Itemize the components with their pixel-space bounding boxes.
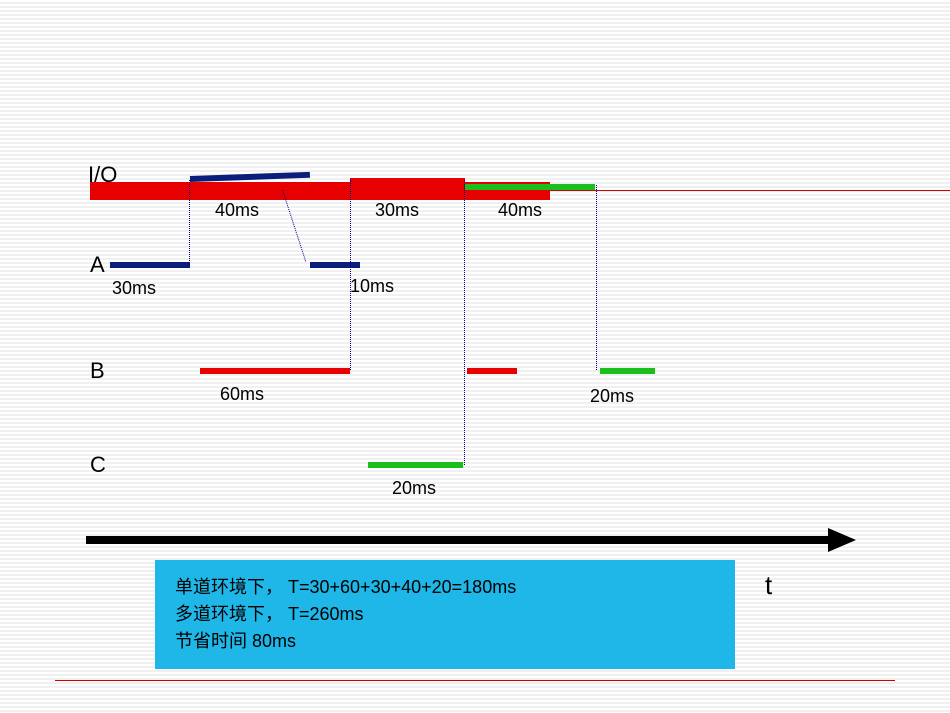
A-30ms-label: 30ms [112, 278, 156, 299]
io-blue-40ms-label: 40ms [215, 200, 259, 221]
A-10ms [310, 262, 360, 268]
A-30ms [110, 262, 190, 268]
summary-box: 单道环境下， T=30+60+30+40+20=180ms 多道环境下， T=2… [155, 560, 735, 669]
A-10ms-label: 10ms [350, 276, 394, 297]
io-green-40ms [465, 184, 595, 190]
diagram-stage: I/O A B C t 40ms 30ms 40ms 30ms 10ms 60m… [0, 0, 950, 713]
time-axis-arrowhead [828, 528, 856, 552]
label-A: A [90, 252, 105, 278]
B-short-red [467, 368, 517, 374]
label-B: B [90, 358, 105, 384]
B-60ms [200, 368, 350, 374]
summary-line-1: 单道环境下， T=30+60+30+40+20=180ms [175, 574, 715, 601]
B-green-20ms-label: 20ms [590, 386, 634, 407]
label-C: C [90, 452, 106, 478]
C-20ms-label: 20ms [392, 478, 436, 499]
conn-B60-to-io [350, 180, 351, 370]
summary-line-2: 多道环境下， T=260ms [175, 601, 715, 628]
bottom-thin-red [55, 680, 895, 681]
conn-ioblue-down [282, 190, 306, 262]
io-red-30ms [350, 178, 465, 188]
conn-iogreen-to-B [596, 185, 597, 370]
io-red-30ms-label: 30ms [375, 200, 419, 221]
io-green-40ms-label: 40ms [498, 200, 542, 221]
io-thin-red-line [550, 190, 950, 191]
time-axis [86, 536, 830, 544]
conn-iored-to-C [464, 180, 465, 465]
label-t: t [765, 570, 772, 601]
io-blue-40ms [190, 172, 310, 182]
B-60ms-label: 60ms [220, 384, 264, 405]
B-green-20ms [600, 368, 655, 374]
summary-line-3: 节省时间 80ms [175, 628, 715, 655]
conn-A30-to-io [189, 180, 190, 265]
C-20ms [368, 462, 463, 468]
